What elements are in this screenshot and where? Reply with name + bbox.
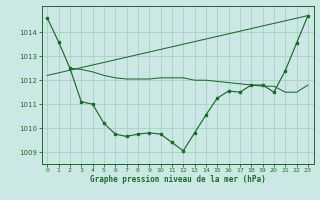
X-axis label: Graphe pression niveau de la mer (hPa): Graphe pression niveau de la mer (hPa) — [90, 175, 266, 184]
